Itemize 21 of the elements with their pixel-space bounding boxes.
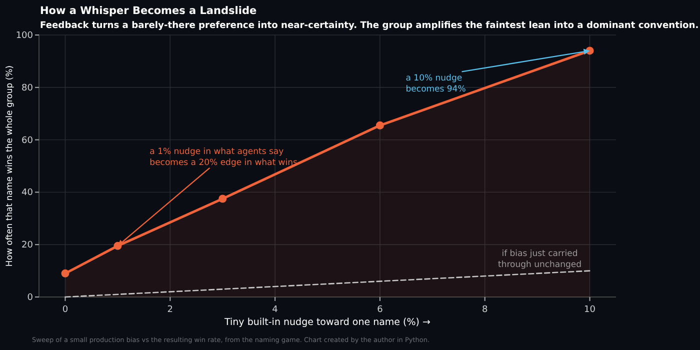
chart-title: How a Whisper Becomes a Landslide [40, 5, 257, 17]
x-tick-label: 8 [482, 305, 488, 315]
y-tick-label: 0 [27, 293, 34, 303]
x-tick-label: 6 [377, 305, 384, 315]
y-tick-label: 80 [22, 83, 34, 94]
y-tick-label: 60 [22, 136, 34, 146]
y-tick-label: 20 [22, 240, 34, 251]
y-axis-title: How often that name wins the whole group (%) [5, 65, 15, 267]
y-tick-label: 100 [16, 31, 34, 41]
x-tick-label: 10 [584, 305, 596, 315]
annotation: if bias just carried through unchanged [498, 248, 582, 270]
chart-subtitle: Feedback turns a barely-there preference into near-certainty. The group amplifies the faintest lean into a dominant convention. [40, 21, 699, 31]
point [61, 269, 70, 278]
annotation: a 10% nudge becomes 94% [406, 74, 466, 95]
x-axis-title: Tiny built-in nudge toward one name (%) → [224, 317, 430, 328]
x-tick-label: 4 [272, 305, 278, 315]
x-tick-label: 2 [167, 305, 174, 315]
x-tick-label: 0 [62, 305, 68, 315]
point [376, 121, 384, 130]
y-tick-label: 40 [22, 188, 34, 198]
point [218, 194, 227, 203]
